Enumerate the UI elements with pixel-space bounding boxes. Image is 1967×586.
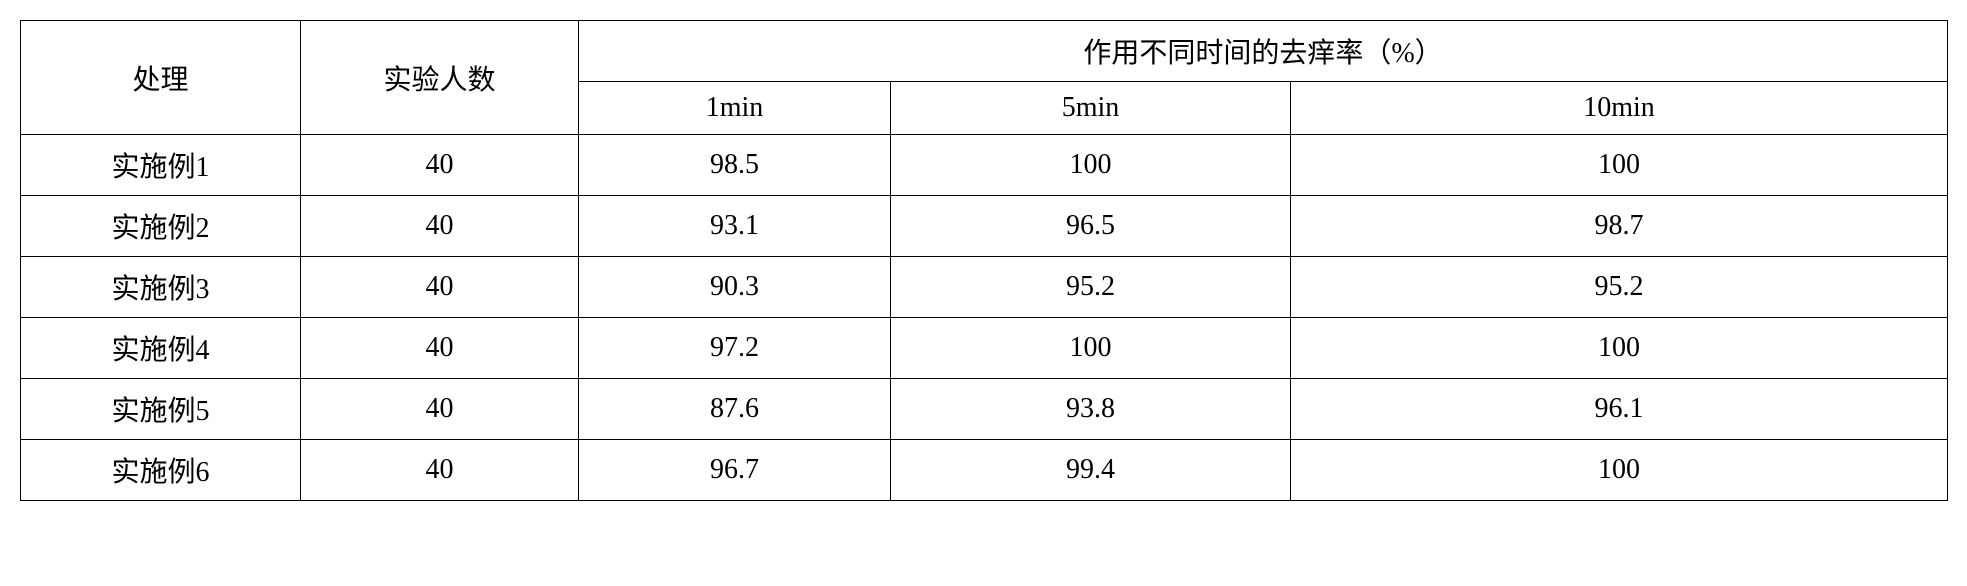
cell-treatment: 实施例1 bbox=[21, 135, 301, 196]
col-header-time-1min: 1min bbox=[579, 82, 891, 135]
cell-treatment: 实施例5 bbox=[21, 379, 301, 440]
cell-rate-10min: 95.2 bbox=[1291, 257, 1948, 318]
cell-subjects: 40 bbox=[301, 318, 579, 379]
cell-rate-1min: 98.5 bbox=[579, 135, 891, 196]
header-row-1: 处理 实验人数 作用不同时间的去痒率（%） bbox=[21, 21, 1948, 82]
cell-rate-1min: 90.3 bbox=[579, 257, 891, 318]
cell-subjects: 40 bbox=[301, 135, 579, 196]
cell-subjects: 40 bbox=[301, 257, 579, 318]
col-header-time-5min: 5min bbox=[891, 82, 1291, 135]
cell-rate-5min: 100 bbox=[891, 135, 1291, 196]
col-header-subjects: 实验人数 bbox=[301, 21, 579, 135]
table-row: 实施例6 40 96.7 99.4 100 bbox=[21, 440, 1948, 501]
col-header-group: 作用不同时间的去痒率（%） bbox=[579, 21, 1948, 82]
cell-rate-5min: 93.8 bbox=[891, 379, 1291, 440]
cell-treatment: 实施例2 bbox=[21, 196, 301, 257]
cell-rate-5min: 100 bbox=[891, 318, 1291, 379]
cell-rate-5min: 96.5 bbox=[891, 196, 1291, 257]
table-row: 实施例1 40 98.5 100 100 bbox=[21, 135, 1948, 196]
cell-rate-10min: 100 bbox=[1291, 318, 1948, 379]
cell-rate-1min: 97.2 bbox=[579, 318, 891, 379]
cell-treatment: 实施例3 bbox=[21, 257, 301, 318]
cell-rate-5min: 99.4 bbox=[891, 440, 1291, 501]
cell-subjects: 40 bbox=[301, 196, 579, 257]
col-header-time-10min: 10min bbox=[1291, 82, 1948, 135]
cell-rate-10min: 96.1 bbox=[1291, 379, 1948, 440]
table-row: 实施例5 40 87.6 93.8 96.1 bbox=[21, 379, 1948, 440]
cell-treatment: 实施例4 bbox=[21, 318, 301, 379]
table-row: 实施例3 40 90.3 95.2 95.2 bbox=[21, 257, 1948, 318]
cell-treatment: 实施例6 bbox=[21, 440, 301, 501]
itch-relief-rate-table: 处理 实验人数 作用不同时间的去痒率（%） 1min 5min 10min 实施… bbox=[20, 20, 1948, 501]
table-row: 实施例2 40 93.1 96.5 98.7 bbox=[21, 196, 1948, 257]
cell-rate-1min: 96.7 bbox=[579, 440, 891, 501]
cell-subjects: 40 bbox=[301, 379, 579, 440]
col-header-treatment: 处理 bbox=[21, 21, 301, 135]
cell-rate-10min: 98.7 bbox=[1291, 196, 1948, 257]
cell-rate-5min: 95.2 bbox=[891, 257, 1291, 318]
cell-rate-10min: 100 bbox=[1291, 135, 1948, 196]
table-row: 实施例4 40 97.2 100 100 bbox=[21, 318, 1948, 379]
cell-rate-1min: 93.1 bbox=[579, 196, 891, 257]
table-body: 处理 实验人数 作用不同时间的去痒率（%） 1min 5min 10min 实施… bbox=[21, 21, 1948, 501]
cell-rate-1min: 87.6 bbox=[579, 379, 891, 440]
cell-rate-10min: 100 bbox=[1291, 440, 1948, 501]
cell-subjects: 40 bbox=[301, 440, 579, 501]
